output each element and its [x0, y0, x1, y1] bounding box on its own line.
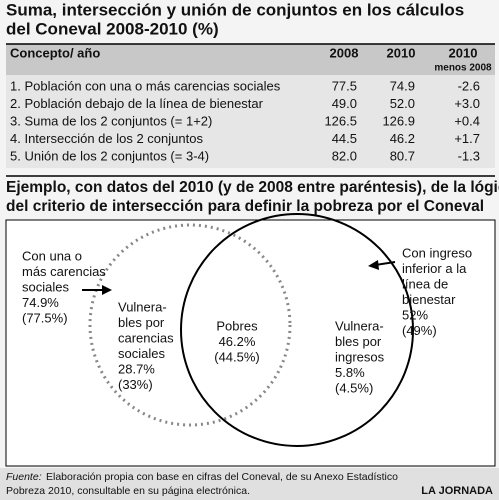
column-header: 2010	[387, 45, 416, 60]
subtitle: Ejemplo, con datos del 2010 (y de 2008 e…	[6, 179, 499, 196]
table-header-bg	[6, 44, 495, 75]
arrow-head	[102, 285, 112, 295]
venn-label: (49%)	[402, 323, 437, 338]
venn-label: carencias	[118, 330, 174, 345]
table-number: +0.4	[454, 113, 480, 128]
column-header: 2010	[449, 45, 478, 60]
venn-label: (77.5%)	[22, 310, 68, 325]
table-label: 4. Intersección de los 2 conjuntos	[10, 131, 203, 146]
source-label: Fuente:	[6, 471, 42, 483]
venn-label: 74.9%	[22, 295, 59, 310]
subtitle: del criterio de intersección para defini…	[6, 198, 484, 215]
venn-label: bles por	[118, 315, 165, 330]
venn-label: sociales	[118, 346, 165, 361]
venn-label: Con una o	[22, 248, 82, 263]
table-number: +3.0	[454, 96, 480, 111]
column-header: 2008	[330, 45, 359, 60]
brand: LA JORNADA	[421, 485, 493, 497]
column-header: menos 2008	[434, 63, 492, 74]
venn-label: (4.5%)	[335, 380, 373, 395]
table-number: 74.9	[390, 78, 415, 93]
table-label: 3. Suma de los 2 conjuntos (= 1+2)	[10, 113, 212, 128]
table-label: 2. Población debajo de la línea de biene…	[10, 96, 264, 111]
source: Pobreza 2010, consultable en su página e…	[6, 485, 250, 497]
venn-label: 5.8%	[335, 365, 365, 380]
diagram-frame	[5, 219, 496, 467]
table-number: 44.5	[332, 131, 357, 146]
title: Suma, intersección y unión de conjuntos …	[6, 0, 464, 19]
venn-circle-ingreso	[180, 213, 414, 447]
venn-label: sociales	[22, 279, 69, 294]
venn-label: bienestar	[402, 292, 456, 307]
table-number: -2.6	[458, 78, 480, 93]
table-label: 5. Unión de los 2 conjuntos (= 3-4)	[10, 148, 209, 163]
footer-bg	[0, 468, 499, 500]
venn-label: 46.2%	[219, 334, 256, 349]
table-number: +1.7	[454, 131, 480, 146]
table-number: 49.0	[332, 96, 357, 111]
venn-label: Vulnera-	[118, 299, 167, 314]
title: del Coneval 2008-2010 (%)	[6, 19, 219, 38]
table-number: 82.0	[332, 148, 357, 163]
venn-label: (33%)	[118, 377, 153, 392]
venn-label: inferior a la	[402, 261, 467, 276]
venn-label: 52%	[402, 307, 428, 322]
venn-label: Con ingreso	[402, 245, 472, 260]
venn-label: ingresos	[335, 349, 385, 364]
source: Elaboración propia con base en cifras de…	[46, 471, 398, 483]
arrow-head	[368, 260, 379, 270]
table-number: 77.5	[332, 78, 357, 93]
table-number: 126.5	[324, 113, 357, 128]
venn-label: Vulnera-	[335, 318, 384, 333]
table-number: -1.3	[458, 148, 480, 163]
table-number: 126.9	[382, 113, 415, 128]
venn-label: línea de	[402, 276, 448, 291]
column-header: Concepto/ año	[10, 45, 100, 60]
venn-label: más carencias	[22, 264, 106, 279]
venn-label: Pobres	[216, 318, 258, 333]
table-number: 46.2	[390, 131, 415, 146]
venn-label: (44.5%)	[214, 349, 260, 364]
venn-label: 28.7%	[118, 361, 155, 376]
table-label: 1. Población con una o más carencias soc…	[10, 78, 281, 93]
venn-circle-carencias	[88, 223, 292, 427]
table-number: 80.7	[390, 148, 415, 163]
table-number: 52.0	[390, 96, 415, 111]
venn-label: bles por	[335, 334, 382, 349]
